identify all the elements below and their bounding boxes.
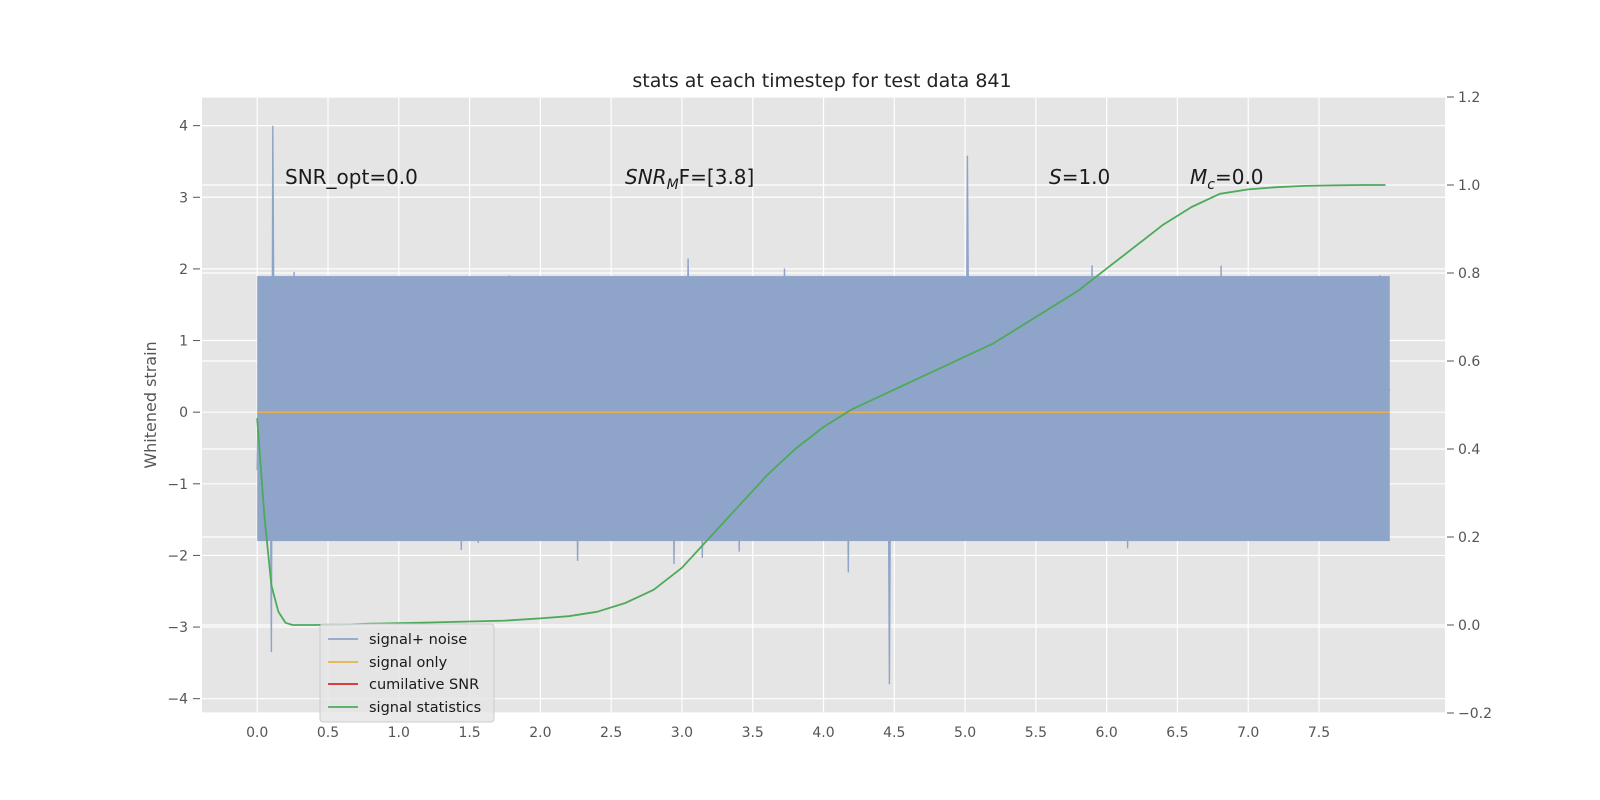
y-tick-label: −1 [167,477,188,493]
y-right-tick-label: 0.8 [1458,266,1480,282]
x-tick-label: 0.0 [246,725,268,741]
x-tick-label: 1.0 [388,725,410,741]
y-right-tick-label: 1.2 [1458,90,1480,106]
y-right-tick-label: 0.0 [1458,618,1480,634]
legend-label-cumulative-snr: cumilative SNR [369,677,479,693]
annotations: SNR_opt=0.0 SNRMF=[3.8] S=1.0 Mc=0.0 [285,165,1264,193]
x-tick-label: 5.0 [954,725,976,741]
y-right-tick-label: 0.2 [1458,530,1480,546]
y-right-tick-label: 0.6 [1458,354,1480,370]
y-tick-label: −2 [167,548,188,564]
y-tick-label: 2 [179,262,188,278]
x-tick-label: 6.5 [1166,725,1188,741]
y-tick-label: −3 [167,620,188,636]
x-tick-label: 1.5 [458,725,480,741]
series-signal-noise [256,125,1391,685]
legend-label-signal-statistics: signal statistics [369,700,481,716]
y-tick-label: 1 [179,334,188,350]
y-right-tick-label: −0.2 [1458,706,1492,722]
y-tick-label: 4 [179,119,188,135]
legend-box [319,623,495,723]
y-axis-label: Whitened strain [141,341,160,468]
x-tick-label: 4.5 [883,725,905,741]
x-tick-label: 3.5 [742,725,764,741]
x-tick-label: 4.0 [812,725,834,741]
x-tick-label: 7.0 [1237,725,1259,741]
x-tick-label: 7.5 [1308,725,1330,741]
x-tick-label: 2.5 [600,725,622,741]
y-right-tick-label: 0.4 [1458,442,1480,458]
x-tick-label: 0.5 [317,725,339,741]
x-tick-label: 3.0 [671,725,693,741]
x-tick-label: 2.0 [529,725,551,741]
legend-label-signal-noise: signal+ noise [369,632,467,648]
y-tick-label: 3 [179,190,188,206]
annotation-mc: Mc=0.0 [1190,165,1264,193]
legend: signal+ noise signal only cumilative SNR… [319,623,495,723]
noise-layer [256,125,1391,685]
x-tick-label: 6.0 [1096,725,1118,741]
annotation-snr-opt: SNR_opt=0.0 [285,165,418,189]
legend-label-signal-only: signal only [369,655,448,671]
annotation-snr-mf: SNRMF=[3.8] [625,165,754,193]
x-tick-label: 5.5 [1025,725,1047,741]
y-tick-label: 0 [179,405,188,421]
y-right-tick-label: 1.0 [1458,178,1480,194]
y-tick-label: −4 [167,692,188,708]
annotation-s: S=1.0 [1049,165,1110,189]
axis-layer: 0.0 0.5 1.0 1.5 2.0 2.5 3.0 3.5 4.0 4.5 5.0 5.5 6.0 6… [167,90,1492,741]
chart-title: stats at each timestep for test data 841 [632,70,1011,92]
